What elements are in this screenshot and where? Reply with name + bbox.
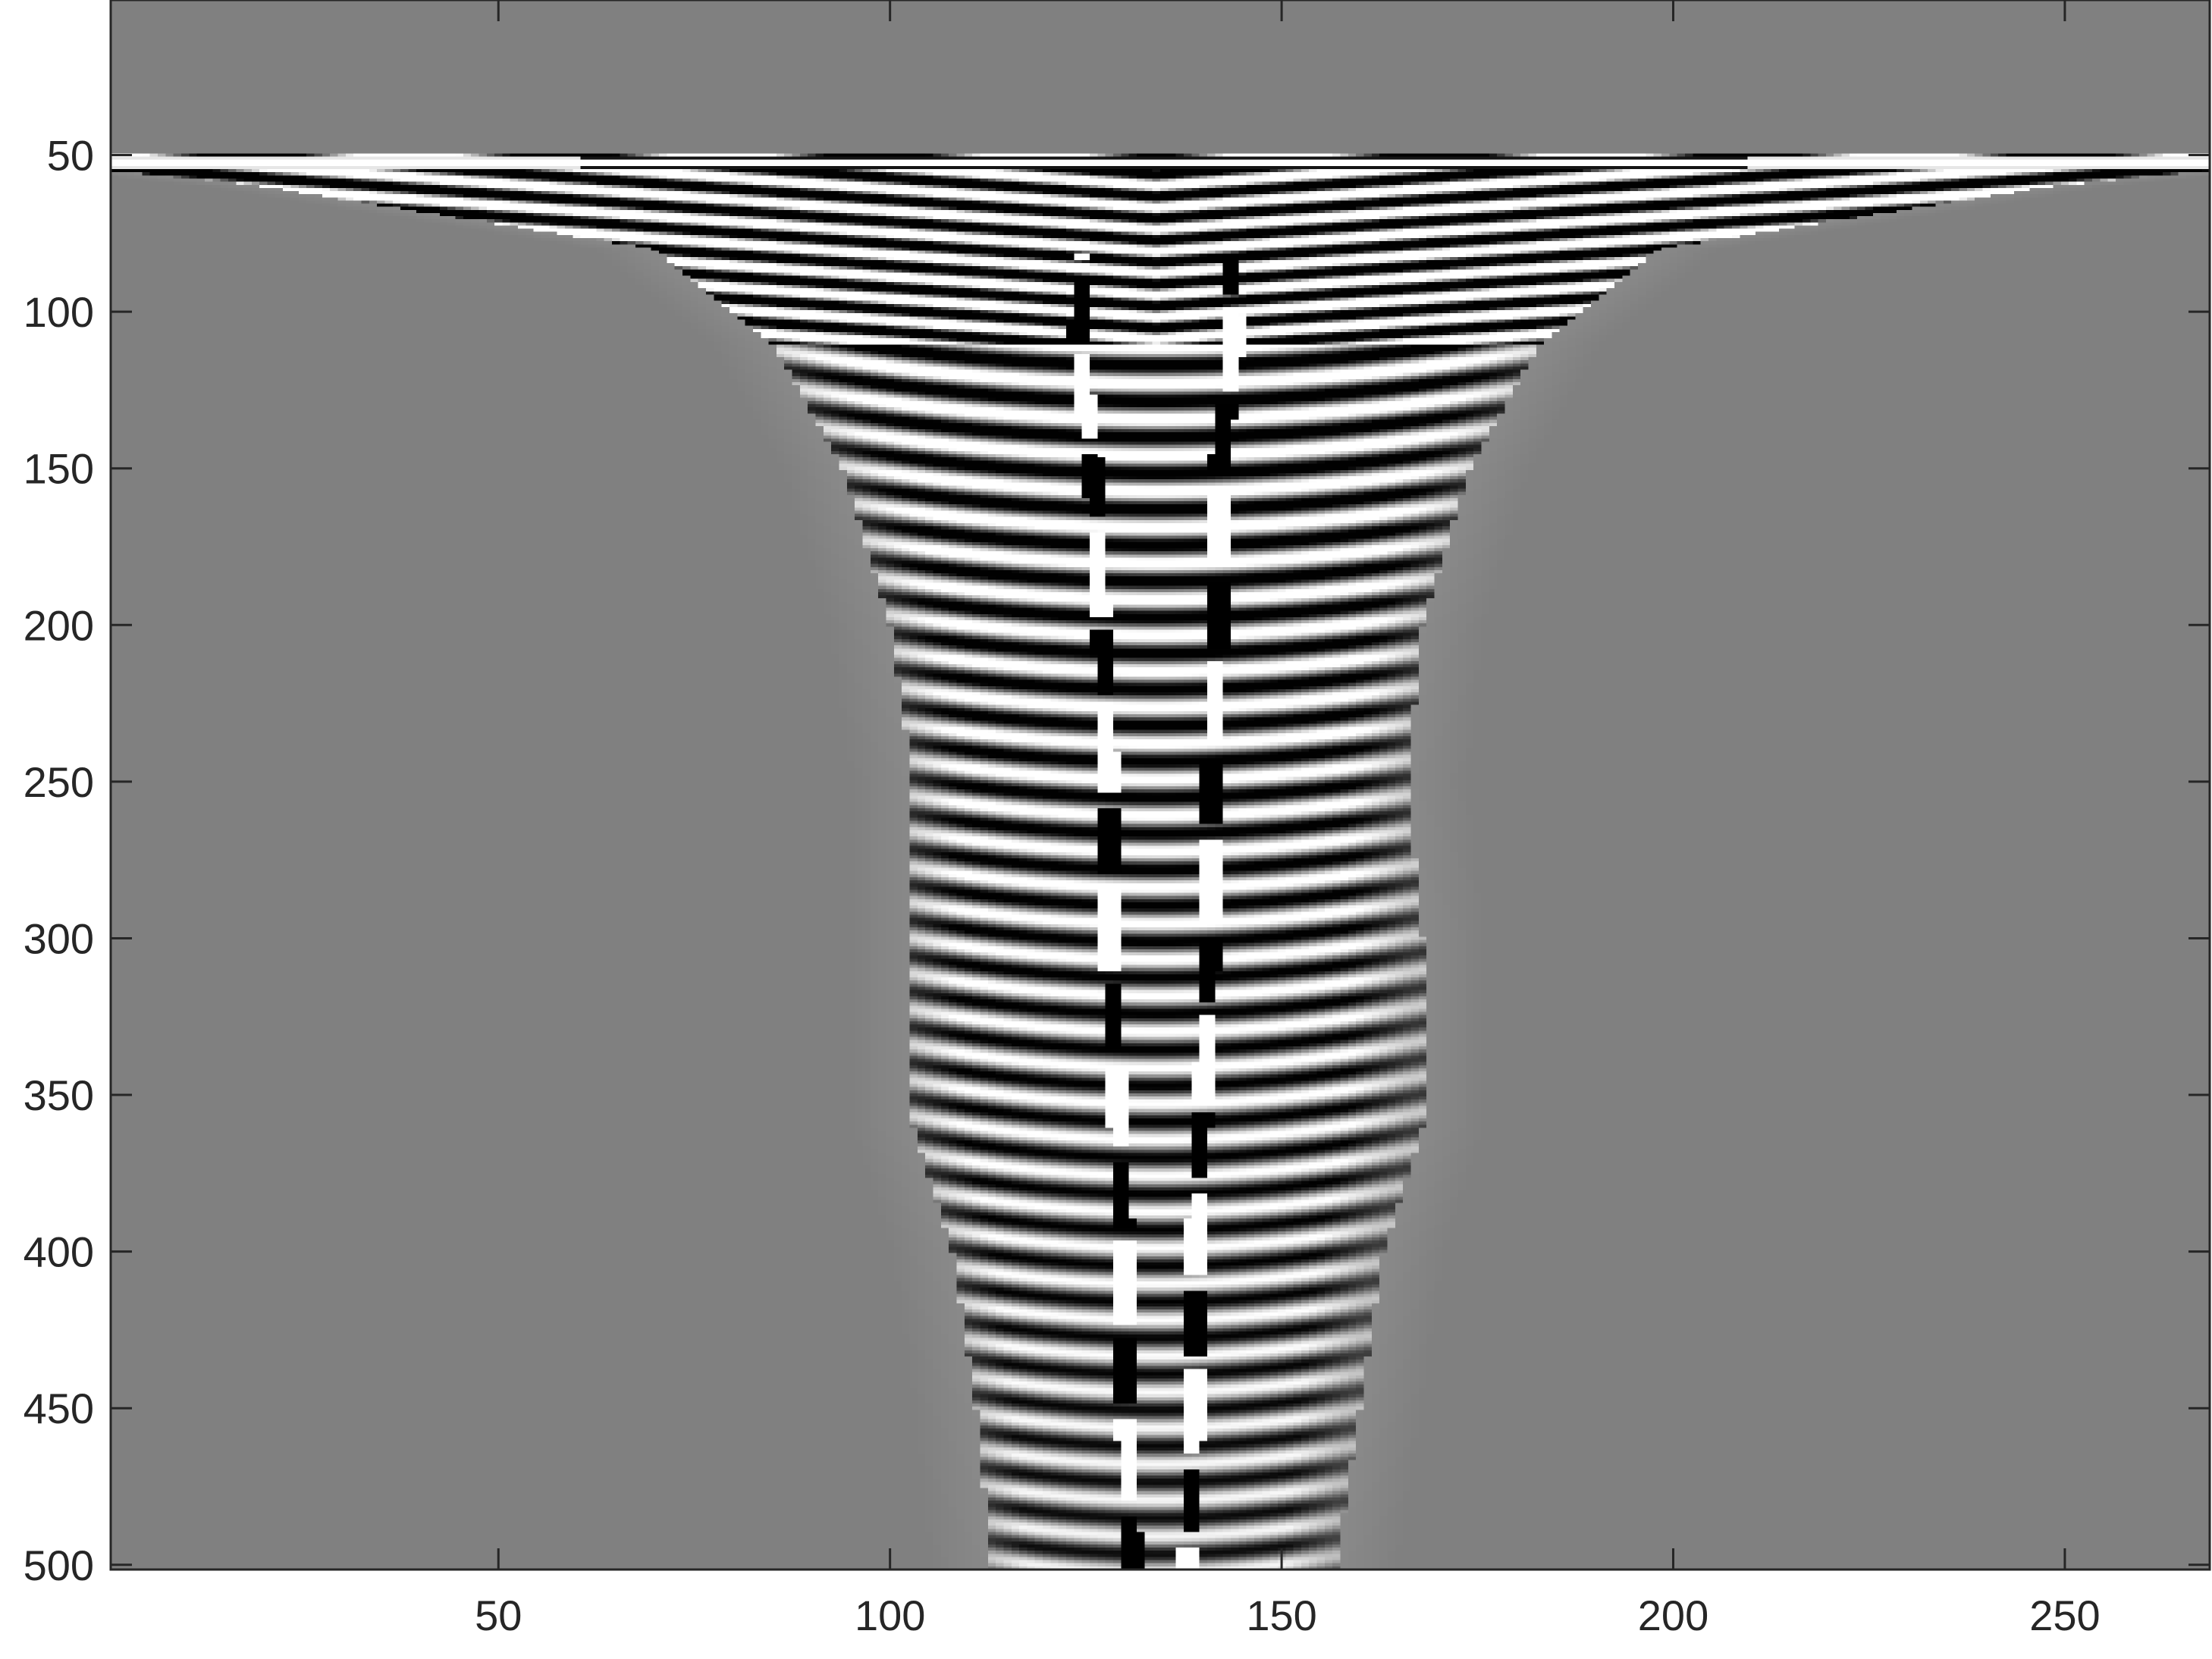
y-tick-label: 500 [24,1541,94,1589]
wavefield-heatmap [111,0,2210,1570]
y-axis: 50 100 150 200 250 300 350 400 450 500 [24,132,2210,1589]
y-tick-label: 300 [24,914,94,962]
plot-area [111,0,2210,1570]
x-tick-label: 200 [1638,1592,1708,1639]
y-tick-label: 50 [47,132,94,180]
axes-box [109,0,2211,1571]
x-axis: 50 100 150 200 250 [475,0,2101,1639]
y-tick-label: 200 [24,601,94,649]
x-tick-label: 50 [475,1592,522,1639]
y-tick-label: 100 [24,288,94,336]
x-tick-label: 250 [2029,1592,2100,1639]
y-tick-label: 350 [24,1071,94,1119]
y-tick-label: 450 [24,1385,94,1432]
y-tick-label: 400 [24,1228,94,1276]
x-tick-label: 150 [1246,1592,1316,1639]
y-tick-label: 250 [24,758,94,806]
x-tick-label: 100 [855,1592,925,1639]
y-tick-label: 150 [24,445,94,493]
